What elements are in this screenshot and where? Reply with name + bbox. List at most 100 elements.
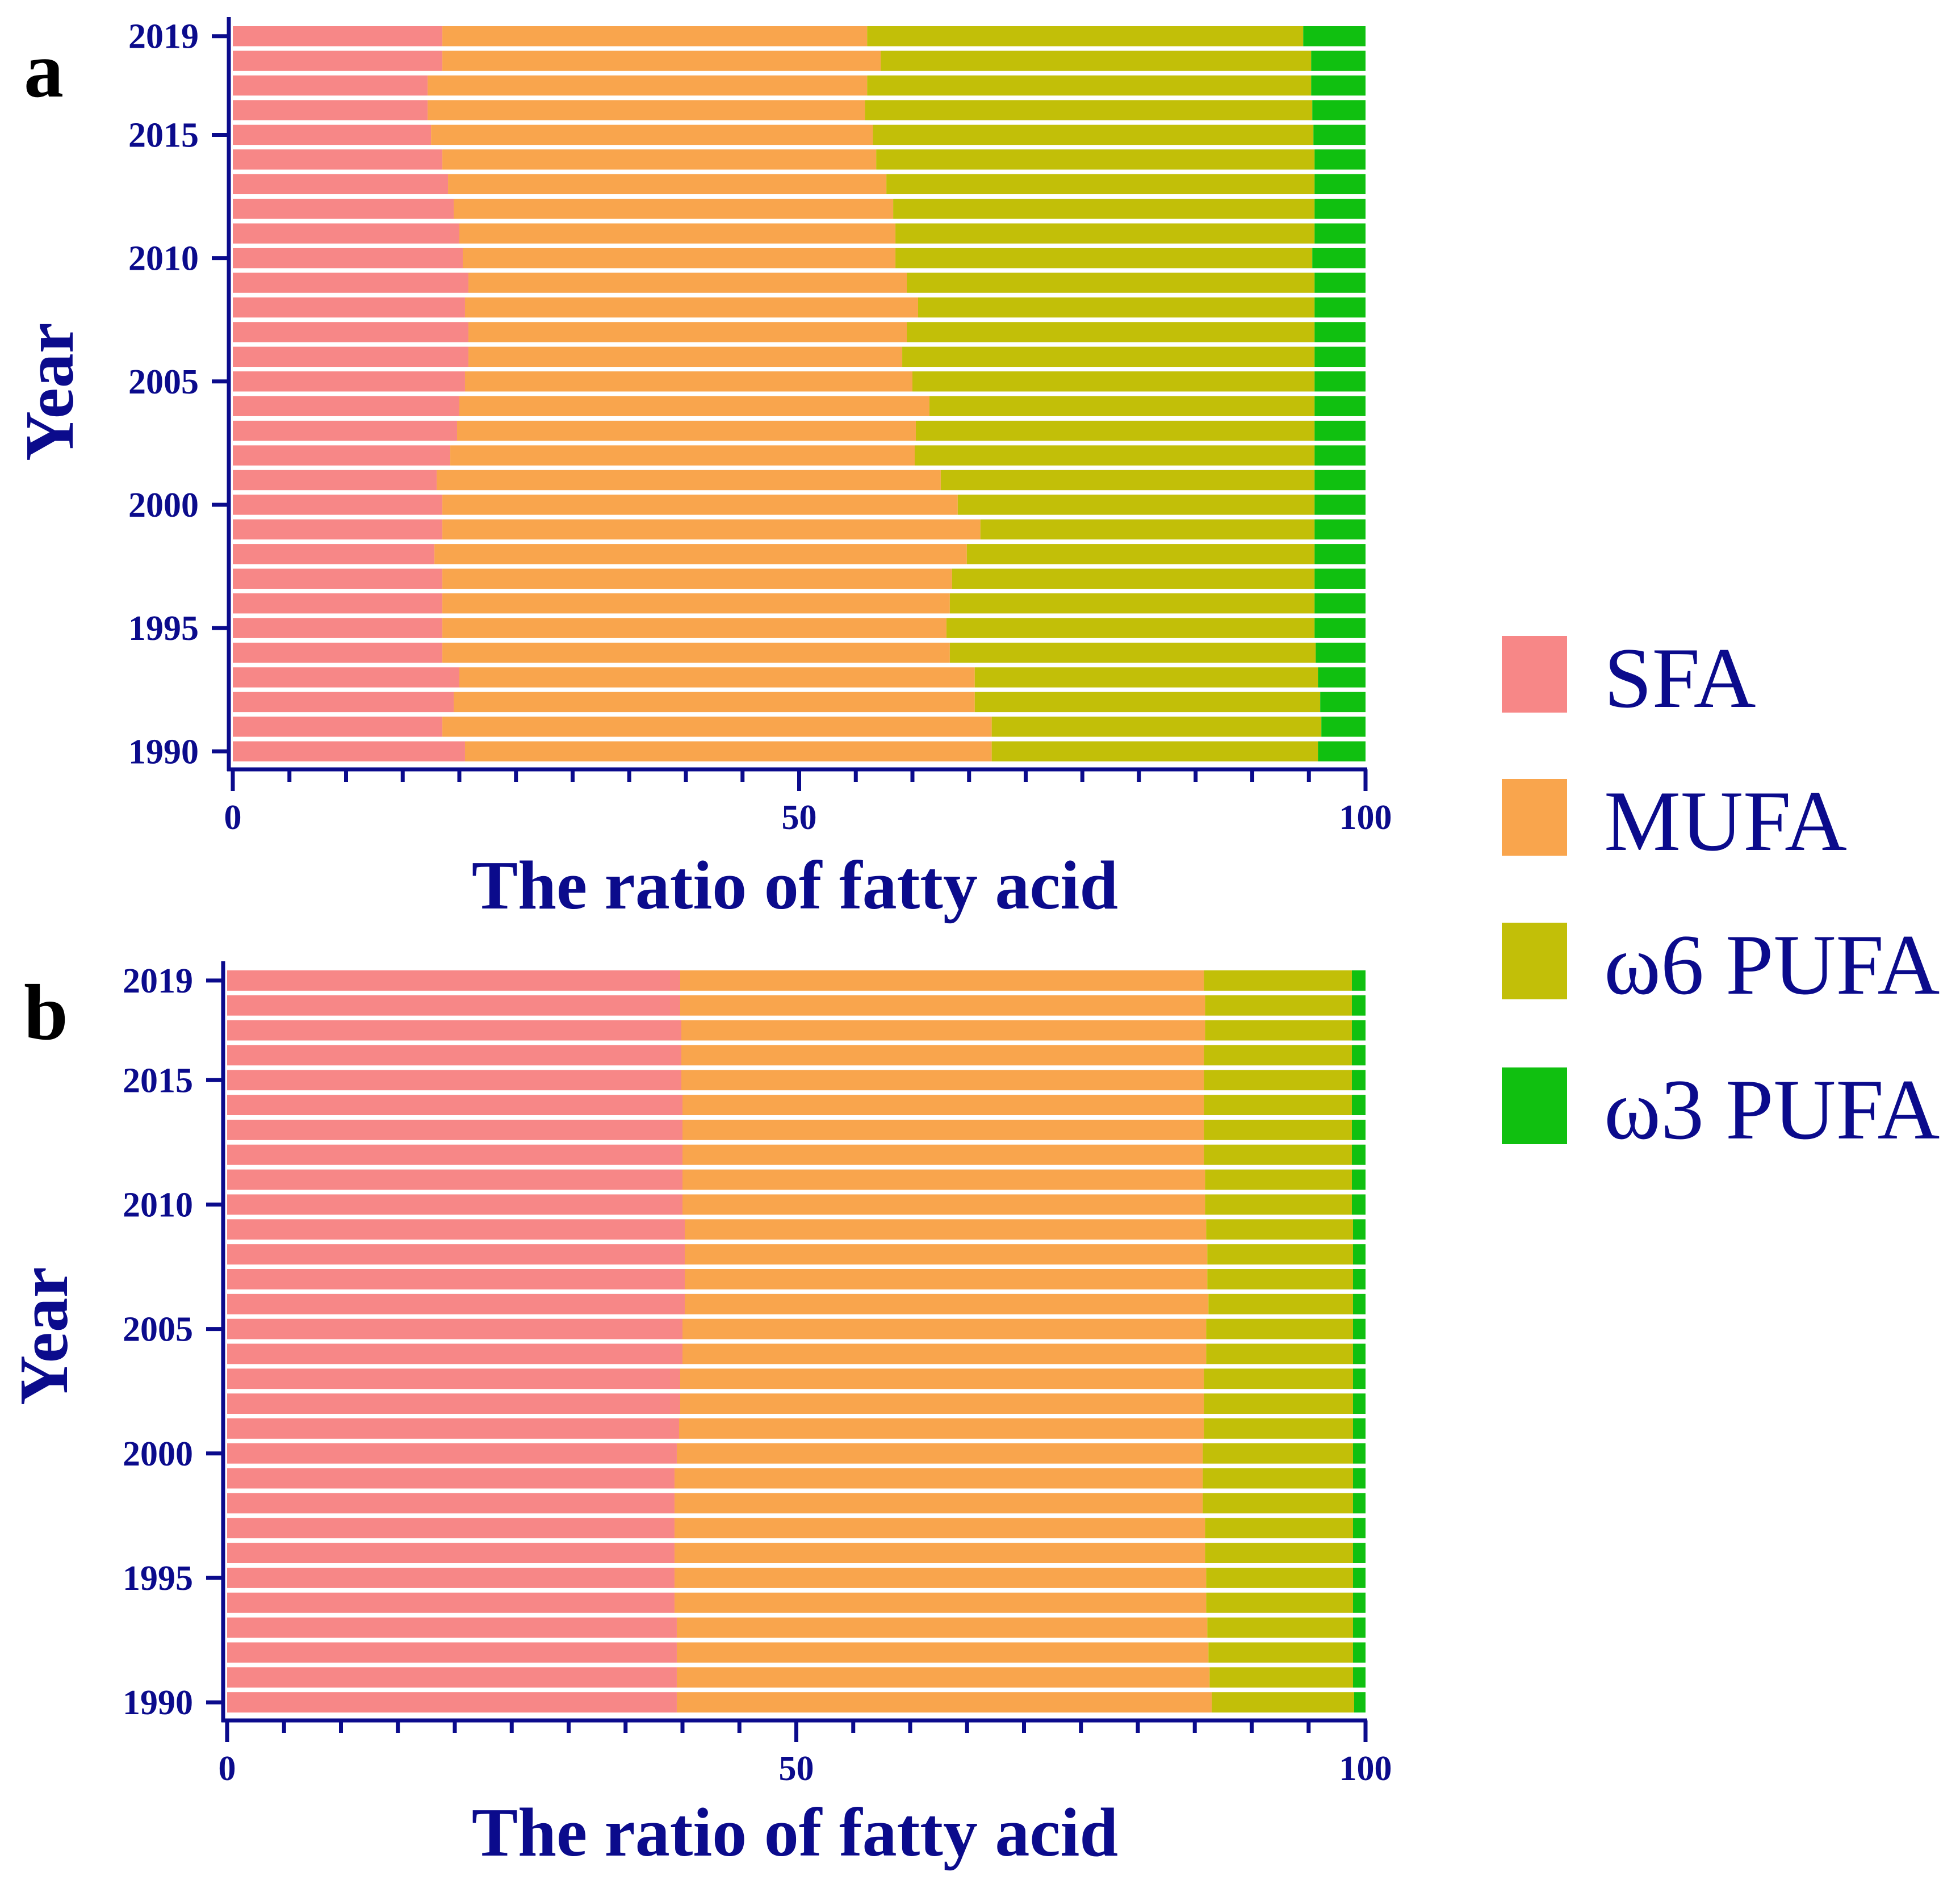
bar-a-1995-omega6-pufa — [946, 618, 1315, 638]
bar-a-2010-sfa — [233, 248, 463, 269]
y-tick-label-b-1995: 1995 — [123, 1559, 193, 1598]
bar-b-2018-mufa — [680, 995, 1205, 1016]
panel-label-a: a — [24, 26, 64, 114]
bar-a-1990-mufa — [464, 741, 992, 761]
bar-a-2013-omega3-pufa — [1314, 174, 1366, 195]
bar-b-1997-omega3-pufa — [1352, 1518, 1366, 1539]
bar-a-2019-mufa — [442, 26, 868, 47]
bar-a-1998-sfa — [233, 544, 435, 564]
bar-b-1990-omega3-pufa — [1354, 1692, 1366, 1712]
bar-a-2009-mufa — [468, 273, 907, 293]
bar-b-1996-omega6-pufa — [1205, 1543, 1353, 1563]
bar-a-2002-mufa — [450, 445, 915, 466]
bar-b-2019-mufa — [680, 970, 1204, 991]
bar-a-1999-omega3-pufa — [1314, 519, 1366, 540]
bar-a-2015-omega3-pufa — [1313, 124, 1366, 145]
bar-b-1991-omega6-pufa — [1209, 1667, 1353, 1688]
bar-b-1992-mufa — [676, 1642, 1209, 1663]
bar-b-2001-mufa — [679, 1418, 1204, 1439]
bar-b-1999-mufa — [674, 1468, 1203, 1489]
bar-a-2009-omega3-pufa — [1314, 273, 1366, 293]
bar-b-1998-mufa — [674, 1493, 1203, 1514]
bar-b-2006-omega6-pufa — [1208, 1293, 1353, 1314]
legend-swatch-mufa — [1502, 779, 1567, 856]
legend-label-omega6-pufa: ω6 PUFA — [1604, 917, 1940, 1012]
panel-a-axes: 1990 1995 2000 2005 2010 2015 2019 0 50 100 — [128, 17, 1392, 837]
bar-a-2019-omega6-pufa — [867, 26, 1304, 47]
bar-a-2019-omega3-pufa — [1303, 26, 1366, 47]
bar-a-2010-omega3-pufa — [1312, 248, 1366, 269]
bar-a-2018-mufa — [442, 51, 881, 71]
bar-a-1993-omega3-pufa — [1318, 667, 1366, 688]
bar-b-2010-sfa — [227, 1194, 682, 1215]
y-tick-label-b-2015: 2015 — [123, 1061, 193, 1100]
bar-a-2005-omega6-pufa — [912, 371, 1315, 392]
bar-b-2019-omega3-pufa — [1351, 970, 1366, 991]
bar-a-2006-sfa — [233, 346, 468, 367]
bar-b-2017-sfa — [227, 1020, 681, 1041]
bar-a-2004-omega6-pufa — [929, 396, 1315, 416]
bar-a-1999-mufa — [442, 519, 981, 540]
bar-b-2005-omega3-pufa — [1352, 1318, 1366, 1339]
bar-a-2012-omega3-pufa — [1314, 199, 1366, 219]
bar-a-2015-sfa — [233, 124, 432, 145]
bar-b-2013-mufa — [682, 1120, 1204, 1140]
bar-b-2011-omega3-pufa — [1351, 1169, 1366, 1190]
bar-a-1998-omega6-pufa — [966, 544, 1315, 564]
bar-a-1998-omega3-pufa — [1314, 544, 1366, 564]
bar-b-2015-sfa — [227, 1070, 681, 1091]
bar-b-1990-omega6-pufa — [1212, 1692, 1354, 1712]
bar-a-2000-omega3-pufa — [1314, 495, 1366, 515]
bar-b-2013-sfa — [227, 1120, 682, 1140]
panel-b-axes: 1990 1995 2000 2005 2010 2015 2019 0 50 100 — [123, 961, 1392, 1788]
bar-a-2006-omega6-pufa — [902, 346, 1315, 367]
bar-a-2004-sfa — [233, 396, 459, 416]
bar-a-1992-omega6-pufa — [974, 692, 1321, 713]
bar-a-1991-mufa — [442, 717, 992, 737]
bar-b-1998-sfa — [227, 1493, 675, 1514]
bar-a-2003-mufa — [457, 420, 916, 441]
bar-a-2008-omega6-pufa — [918, 297, 1315, 318]
legend-swatch-omega6-pufa — [1502, 923, 1567, 999]
bar-a-2016-omega6-pufa — [865, 100, 1313, 120]
bar-a-2006-mufa — [468, 346, 903, 367]
bar-a-2016-omega3-pufa — [1312, 100, 1366, 120]
x-tick-label-a-100: 100 — [1339, 798, 1392, 837]
bar-b-2019-sfa — [227, 970, 680, 991]
bar-a-1992-omega3-pufa — [1320, 692, 1366, 713]
bar-b-1991-sfa — [227, 1667, 677, 1688]
y-tick-label-b-2000: 2000 — [123, 1435, 193, 1473]
bar-a-2000-mufa — [442, 495, 958, 515]
bar-b-1996-sfa — [227, 1543, 675, 1563]
y-tick-label-a-2010: 2010 — [128, 240, 199, 278]
bar-a-1990-omega3-pufa — [1318, 741, 1366, 761]
bar-b-1994-omega6-pufa — [1206, 1592, 1353, 1613]
bar-b-1998-omega3-pufa — [1352, 1493, 1366, 1514]
bar-b-2018-omega3-pufa — [1351, 995, 1366, 1016]
bar-b-2014-omega3-pufa — [1351, 1095, 1366, 1115]
bar-b-2005-mufa — [682, 1318, 1207, 1339]
bar-a-1996-omega6-pufa — [949, 593, 1315, 614]
y-tick-label-a-1990: 1990 — [128, 732, 199, 771]
bar-a-2008-sfa — [233, 297, 465, 318]
bar-b-2018-omega6-pufa — [1205, 995, 1352, 1016]
bar-a-1996-sfa — [233, 593, 443, 614]
bar-b-1997-omega6-pufa — [1205, 1518, 1353, 1539]
bar-b-2007-omega3-pufa — [1352, 1269, 1366, 1289]
bar-a-2017-omega3-pufa — [1311, 75, 1366, 96]
bar-a-1995-sfa — [233, 618, 443, 638]
bar-a-2017-mufa — [428, 75, 868, 96]
bar-b-2011-sfa — [227, 1169, 682, 1190]
bar-a-2007-sfa — [233, 322, 468, 342]
bar-b-1992-sfa — [227, 1642, 677, 1663]
bar-b-2015-omega6-pufa — [1204, 1070, 1352, 1091]
bar-a-1990-sfa — [233, 741, 465, 761]
bar-a-1995-omega3-pufa — [1314, 618, 1366, 638]
bar-a-1991-omega6-pufa — [991, 717, 1322, 737]
bar-a-1999-sfa — [233, 519, 443, 540]
panel-a-x-axis-title: The ratio of fatty acid — [472, 847, 1118, 924]
bar-b-2006-omega3-pufa — [1352, 1293, 1366, 1314]
bar-b-2005-sfa — [227, 1318, 682, 1339]
panel-b: b 1990 1995 2000 2005 2010 2015 2019 0 50 100 The… — [6, 961, 1392, 1871]
bar-b-2007-omega6-pufa — [1207, 1269, 1353, 1289]
